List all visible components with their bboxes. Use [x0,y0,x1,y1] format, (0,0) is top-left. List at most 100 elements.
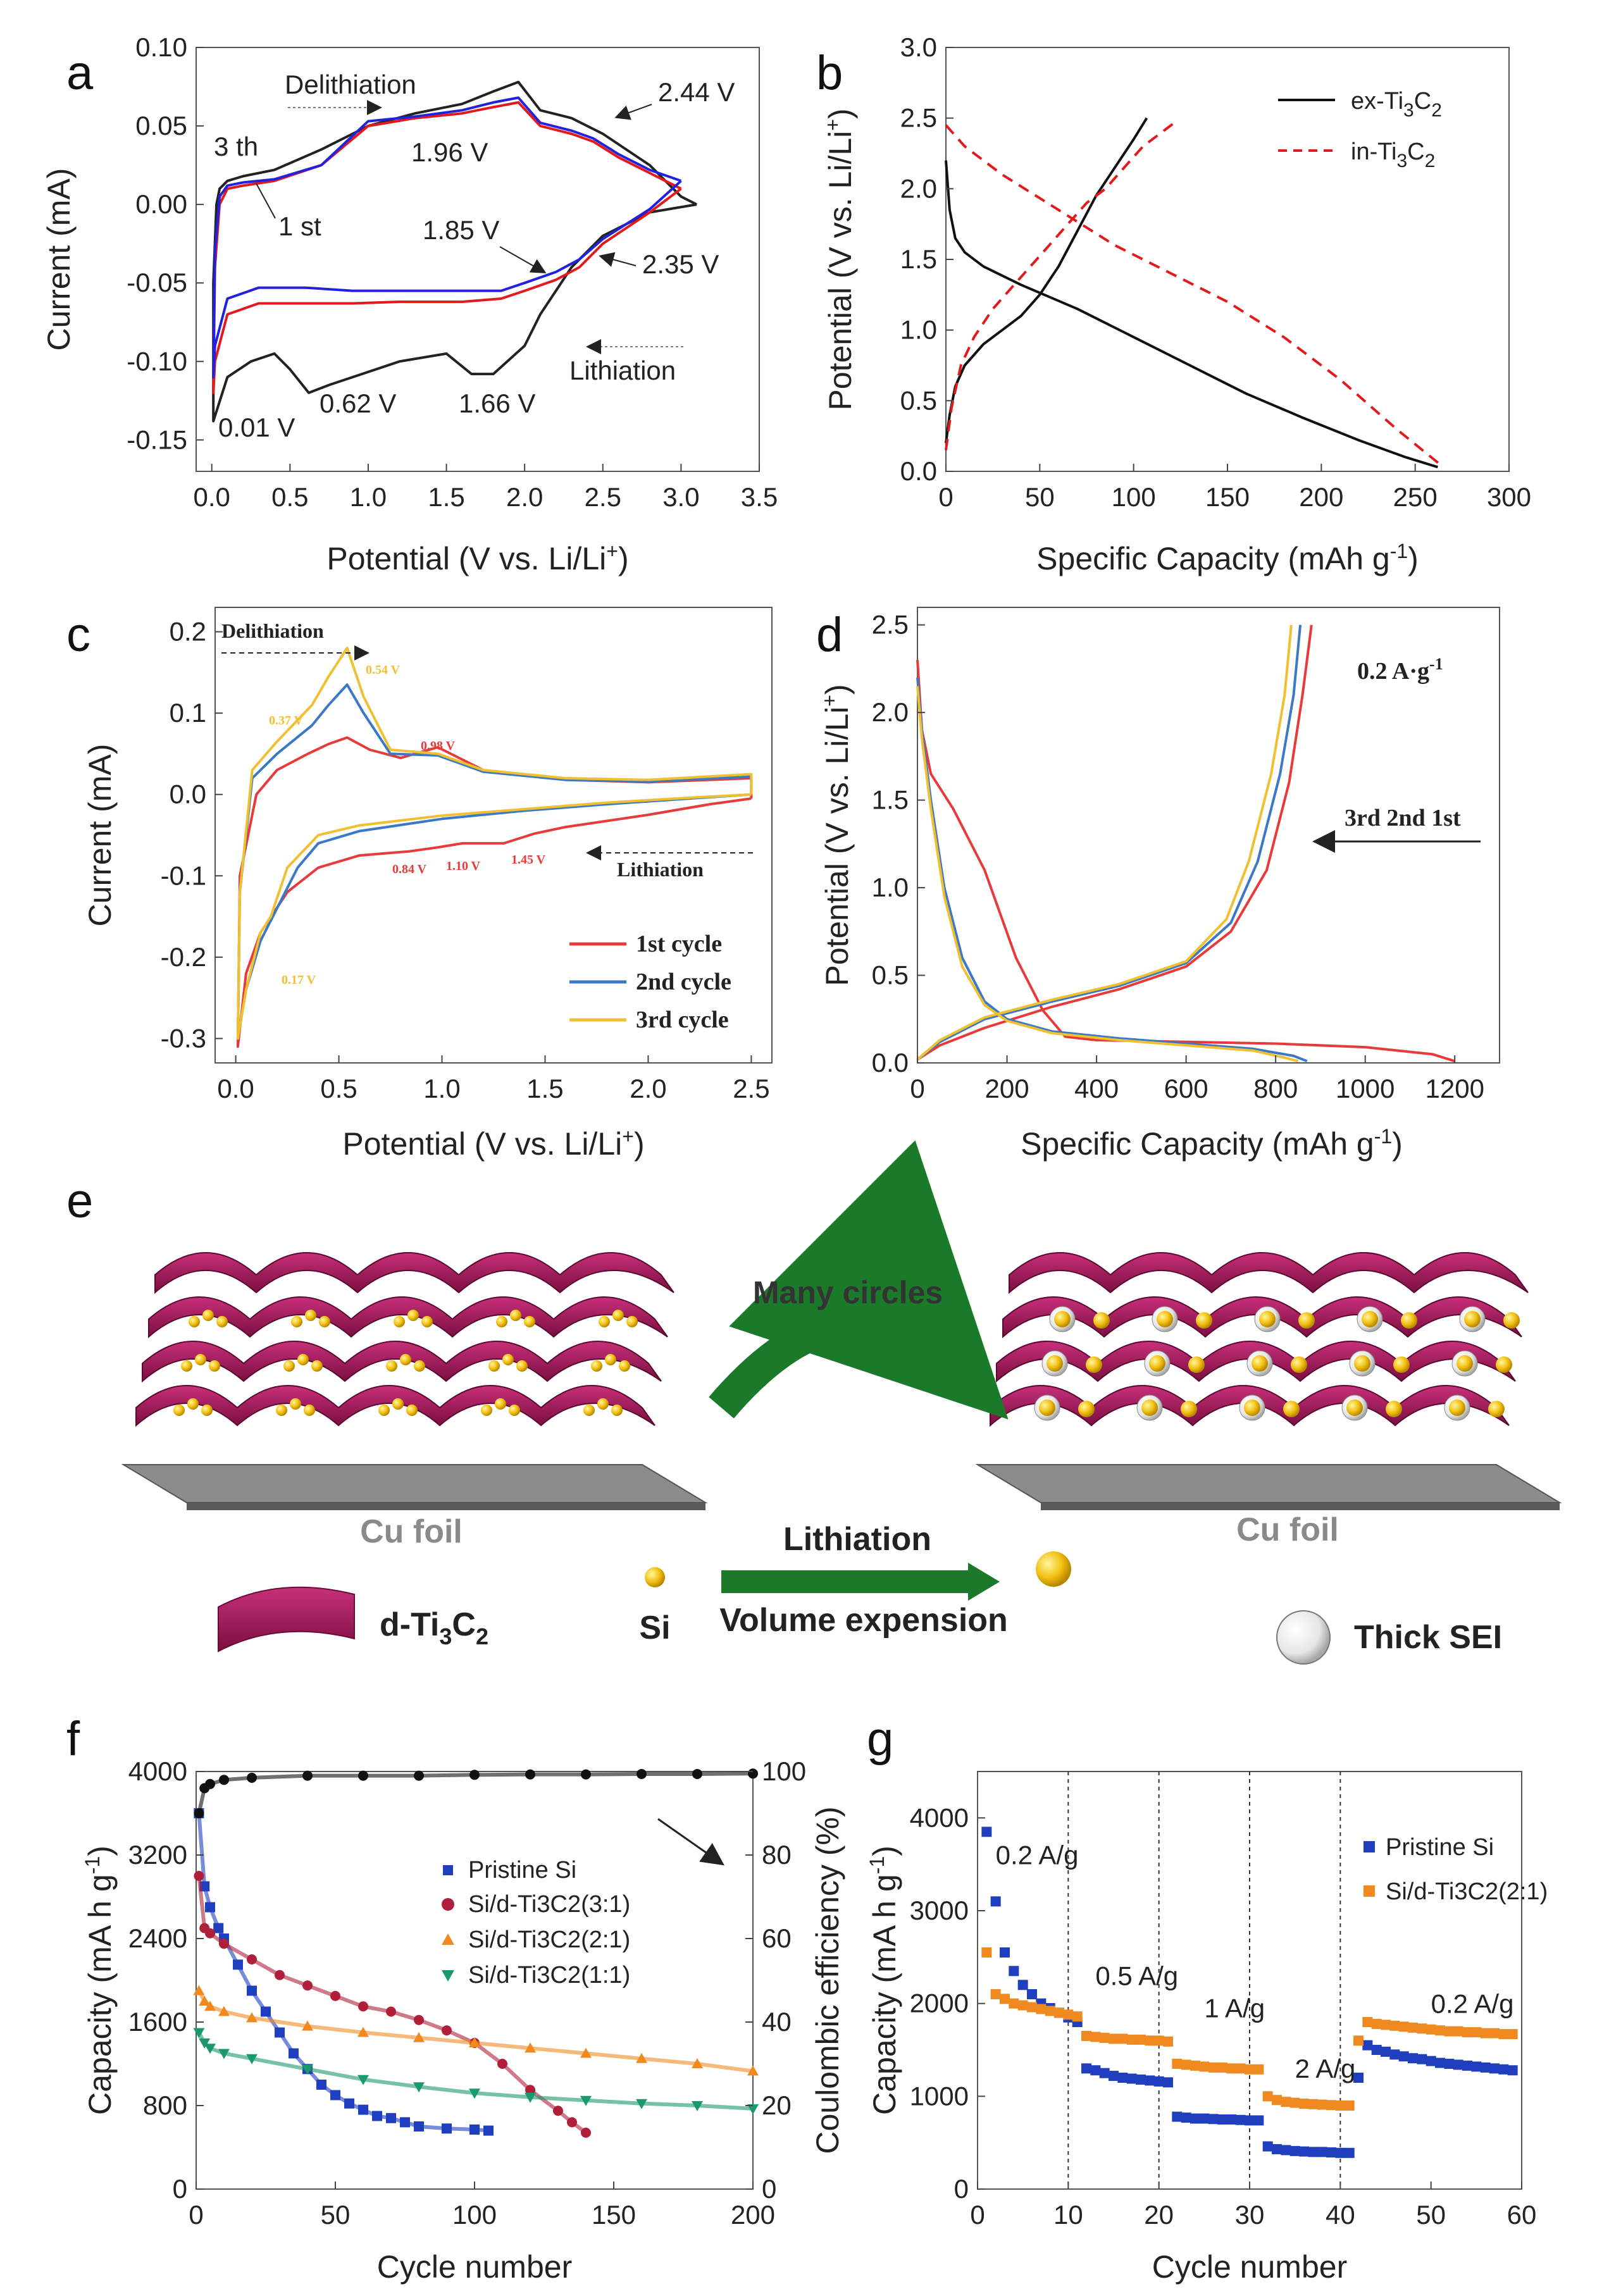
si-particle [1457,1355,1473,1372]
panel-label-d: d [816,608,843,662]
data-point-g-0 [1017,1980,1028,1990]
si-particle [311,1360,323,1372]
y-tick-label-f: 0 [173,2174,187,2204]
data-point-g-0 [1299,2146,1309,2157]
y-tick-label-a: 0.00 [135,189,187,219]
x-tick-label-d: 400 [1074,1074,1119,1103]
cu-foil-right-label: Cu foil [1236,1511,1339,1548]
data-point-g-1 [1408,2022,1418,2033]
si-particle [1093,1312,1110,1329]
data-point-g-1 [1381,2020,1391,2030]
data-point-g-0 [1381,2046,1391,2057]
series-trace-f-2 [197,1990,754,2073]
x-tick-label-a: 2.5 [585,482,621,512]
si-particle [181,1360,192,1372]
plot-frame-a [196,47,760,472]
x-tick-label-g: 50 [1416,2200,1446,2230]
y-tick-label-c: 0.2 [170,617,206,647]
si-particle [1141,1399,1158,1416]
schematic-e: Many circles Cu foil Cu foil d-Ti3C2 Si … [121,1140,1562,1665]
y-tick-label-d: 2.5 [872,610,909,640]
si-particle [1496,1356,1512,1373]
data-point-g-1 [990,1989,1001,1999]
chart-g: 0.2 A/g 0.5 A/g 1 A/g 2 A/g 0.2 A/g 0 10 20 30 4… [866,1771,1548,2285]
series-line-c-2 [236,647,753,1040]
data-point-g-1 [1208,2062,1219,2073]
data-point-g-0 [1308,2147,1319,2157]
data-point-g-1 [1117,2033,1128,2044]
data-point-g-0 [981,1827,992,1837]
annotation-145-c: 1.45 V [511,853,546,867]
si-legend-label: Si [639,1610,670,1646]
y-tick-label-b: 0.0 [900,456,937,486]
data-point-g-1 [1507,2029,1518,2040]
si-particle [202,1310,214,1321]
y-tick-label-b: 2.5 [900,103,937,133]
x-tick-label-b: 300 [1487,482,1531,512]
chart-d: 0 200 400 600 800 1000 12000.00.51.01.52.02.5 … [818,607,1500,1162]
si-particle [495,1398,506,1410]
data-point-g-0 [1009,1966,1019,1976]
cu-foil-edge [1041,1503,1560,1510]
data-point-g-1 [1027,2002,1037,2013]
si-particle [378,1405,390,1416]
annotation-cycles-d: 3rd 2nd 1st [1345,805,1461,831]
data-point-g-0 [1172,2111,1183,2122]
annotation-098-c: 0.98 V [421,739,456,753]
x-tick-label-b: 0 [938,482,953,512]
data-point-g-0 [1398,2051,1409,2062]
data-point-g-0 [1444,2059,1455,2069]
x-tick-label-d: 1000 [1336,1074,1395,1103]
panel-label-c: c [66,608,90,662]
y-axis-title-c: Current (mA) [82,744,118,927]
series-line-b-3 [945,121,1176,450]
si-particle [187,1398,199,1410]
data-point-g-1 [1281,2097,1291,2107]
series-line-d-4 [916,686,1299,1063]
series-line-d-1 [916,624,1313,1061]
data-point-g-0 [1145,2075,1155,2086]
data-point-g-0 [990,1896,1001,1907]
data-point-g-0 [1190,2113,1200,2124]
data-point-g-0 [1027,1989,1037,1999]
si-particle [1188,1356,1205,1373]
data-point-g-1 [1090,2032,1101,2042]
annotation-3th-a: 3 th [214,132,258,161]
data-point-g-1 [1326,2100,1336,2111]
annotation-166-a: 1.66 V [459,388,535,418]
series-line-d-5 [916,624,1293,1061]
data-point-g-0 [1199,2113,1210,2124]
si-particle [597,1398,609,1410]
y-tick-label-f: 1600 [128,2007,187,2037]
y2-axis-title-f: Coulombic efficiency (%) [810,1806,845,2154]
x-tick-label-g: 60 [1507,2200,1537,2230]
data-point-g-0 [1353,2073,1364,2083]
y-tick-label-f: 3200 [128,1840,187,1870]
data-point-g-0 [1435,2057,1445,2068]
si-particle [1054,1311,1071,1327]
data-point-g-1 [1471,2027,1482,2038]
data-point-g-0 [1371,2045,1382,2055]
rate-label-g-2: 1 A/g [1204,1994,1265,2023]
si-particle [619,1360,630,1372]
y-tick-label-d: 1.0 [872,872,909,902]
y-tick-label-g: 3000 [910,1896,969,1925]
si-particle [509,1405,520,1416]
si-particle [304,1405,315,1416]
annotation-185-a: 1.85 V [423,215,499,245]
si-particle [407,1310,419,1321]
mxene-sheet [1009,1252,1529,1294]
plot-frame-d [917,607,1500,1064]
data-point-g-1 [1172,2059,1183,2069]
data-point-g-1 [1226,2063,1237,2074]
legend-f-2: Si/d-Ti3C2(3:1) [468,1891,630,1918]
si-particle [1393,1356,1410,1373]
data-point-g-1 [1126,2034,1137,2045]
panel-label-f: f [66,1712,80,1766]
si-particle [276,1405,287,1416]
y-tick-label-b: 1.0 [900,315,937,345]
si-particle [1401,1312,1417,1329]
rate-label-g-0: 0.2 A/g [996,1840,1079,1870]
x-tick-label-c: 2.5 [733,1074,769,1103]
legend-b-in: in-Ti3C2 [1351,139,1435,171]
